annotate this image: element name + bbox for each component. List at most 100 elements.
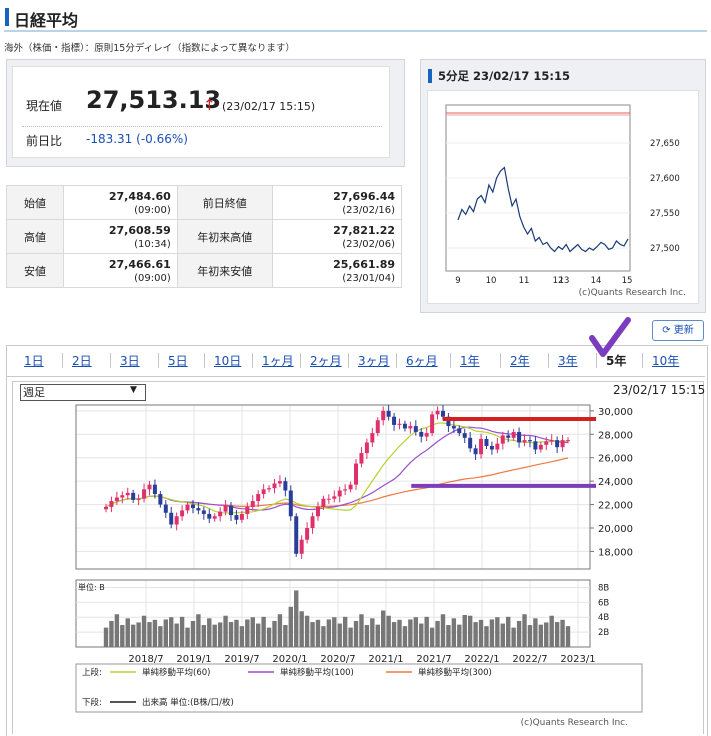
volume-bar (440, 614, 446, 647)
candle-body (451, 426, 456, 429)
tab-11[interactable]: 2年 (510, 354, 530, 368)
intraday-x-tick: 13 (559, 276, 570, 286)
volume-bar (370, 618, 375, 647)
volume-bar (527, 625, 533, 647)
tab-9[interactable]: 6ヶ月 (406, 354, 438, 368)
candle-body (158, 494, 163, 505)
volume-bar (288, 606, 293, 647)
volume-bar (261, 616, 266, 647)
tab-separator (396, 353, 397, 368)
intraday-y-tick: 27,600 (650, 174, 680, 184)
tab-5[interactable]: 10日 (214, 354, 242, 368)
tab-13[interactable]: 5年 (606, 354, 627, 368)
chevron-down-icon[interactable]: ▼ (130, 385, 137, 395)
volume-bar (565, 626, 571, 647)
tab-2[interactable]: 2日 (72, 354, 92, 368)
tab-14[interactable]: 10年 (652, 354, 680, 368)
candle-body (479, 438, 484, 455)
candle-body (310, 516, 315, 528)
volume-bar (125, 618, 130, 647)
candle-body (370, 433, 375, 443)
candle-body (218, 511, 223, 517)
volume-bar (190, 620, 196, 647)
current-price-value: 27,513.13 (86, 86, 222, 114)
candle-body (185, 504, 190, 511)
volume-bar (424, 616, 429, 647)
candle-body (272, 483, 277, 489)
candle-body (484, 438, 489, 446)
ytd-low-value: 25,661.89 (23/01/04) (271, 253, 403, 288)
tab-6[interactable]: 1ヶ月 (262, 354, 294, 368)
tab-separator (158, 353, 159, 368)
tab-3[interactable]: 3日 (120, 354, 140, 368)
candle-body (560, 440, 565, 448)
volume-tick-label: 2B (598, 628, 609, 638)
candle-body (169, 512, 174, 525)
volume-bar (223, 615, 228, 647)
candle-body (544, 441, 549, 445)
candle-body (321, 498, 326, 507)
candle-body (473, 448, 478, 455)
divider (22, 126, 382, 127)
volume-bar (484, 626, 489, 647)
intraday-title: 5分足 23/02/17 15:15 (438, 69, 571, 83)
candle-body (348, 484, 353, 490)
candle-body (511, 431, 516, 438)
tab-separator (204, 353, 205, 368)
ytd-high-value: 27,821.22 (23/02/06) (271, 219, 403, 254)
candle-body (527, 440, 532, 442)
tab-1[interactable]: 1日 (24, 354, 44, 368)
volume-bar (359, 614, 364, 647)
volume-bar (473, 622, 478, 647)
tab-7[interactable]: 2ヶ月 (310, 354, 342, 368)
current-price-time: (23/02/17 15:15) (222, 100, 316, 113)
candle-body (522, 440, 527, 443)
period-select[interactable]: 週足 (20, 384, 146, 401)
x-tick-label: 2022/1 (464, 654, 499, 665)
intraday-chart[interactable]: 27,650 27,600 27,550 27,500 9 10 11 12 13 14 15 (… (427, 90, 699, 304)
candle-body (136, 498, 141, 500)
candle-body (294, 516, 299, 554)
volume-bar (467, 615, 473, 647)
candle-body (283, 481, 288, 491)
candle-body (104, 506, 108, 510)
volume-bar (408, 619, 413, 647)
tab-10[interactable]: 1年 (460, 354, 480, 368)
volume-bar (245, 619, 250, 647)
volume-bar (549, 615, 554, 647)
candle-body (566, 440, 570, 442)
volume-bar (169, 617, 174, 647)
volume-bar (304, 615, 310, 647)
volume-bar (136, 622, 141, 647)
volume-bar (147, 622, 152, 647)
volume-bar (451, 618, 457, 647)
volume-bar (283, 625, 288, 647)
candle-body (413, 426, 418, 432)
volume-bar (266, 627, 272, 647)
up-arrow-icon: ↑ (203, 96, 216, 114)
volume-bar (381, 610, 386, 647)
volume-bar (554, 622, 560, 647)
refresh-button[interactable]: ⟳ 更新 (652, 320, 704, 341)
candle-body (506, 435, 511, 438)
candle-body (489, 446, 494, 450)
candle-body (245, 506, 250, 514)
intraday-credit: (c)Quants Research Inc. (579, 288, 686, 298)
candle-body (190, 504, 195, 509)
candle-body (381, 410, 386, 421)
volume-tick-label: 6B (598, 598, 609, 608)
candle-body (267, 488, 272, 490)
tab-4[interactable]: 5日 (168, 354, 188, 368)
intraday-x-tick: 11 (519, 276, 530, 286)
open-label: 始値 (6, 185, 64, 220)
volume-bar (500, 623, 505, 647)
tab-12[interactable]: 3年 (558, 354, 578, 368)
delay-note: 海外（株価・指標）：原則15分ディレイ（指数によって異なります） (4, 43, 295, 54)
price-tick-label: 28,000 (598, 430, 633, 441)
candle-body (212, 516, 217, 519)
intraday-x-tick: 12 (553, 276, 564, 286)
candle-body (239, 513, 244, 520)
tab-8[interactable]: 3ヶ月 (358, 354, 390, 368)
legend-series-label: 単純移動平均(60) (142, 667, 210, 678)
intraday-x-tick: 14 (591, 276, 602, 286)
